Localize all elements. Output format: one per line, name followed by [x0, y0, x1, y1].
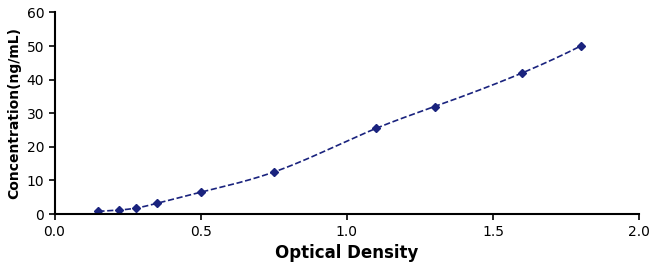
X-axis label: Optical Density: Optical Density	[275, 244, 419, 262]
Y-axis label: Concentration(ng/mL): Concentration(ng/mL)	[7, 27, 21, 199]
